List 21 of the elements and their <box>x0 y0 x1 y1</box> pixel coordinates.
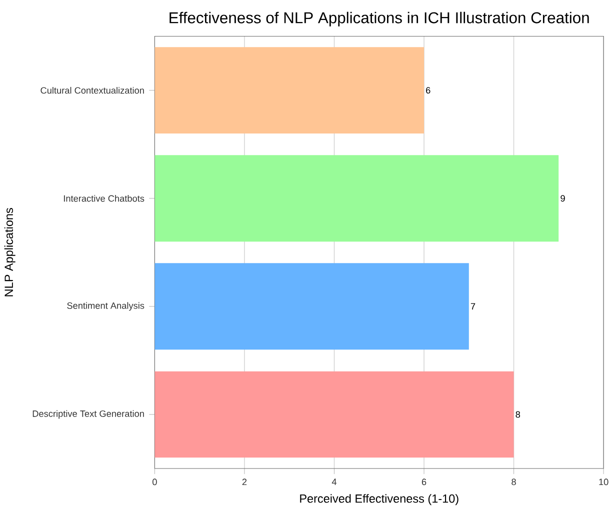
y-tick-label: Cultural Contextualization <box>40 87 144 94</box>
x-tick-label: 0 <box>152 478 157 486</box>
data-label: 9 <box>560 195 565 202</box>
data-label: 7 <box>470 303 476 310</box>
data-label: 8 <box>516 411 520 418</box>
x-tick-label: 4 <box>332 478 337 486</box>
bar <box>154 263 469 350</box>
x-tick-label: 10 <box>599 478 608 486</box>
chart-title: Effectiveness of NLP Applications in ICH Illustration Creation <box>170 12 589 27</box>
y-axis-title: NLP Applications <box>4 208 16 296</box>
y-tick-label: Interactive Chatbots <box>64 195 144 202</box>
x-tick-label: 2 <box>242 478 247 486</box>
bar <box>154 371 514 458</box>
x-tick-label: 6 <box>422 478 426 486</box>
x-axis-title: Perceived Effectiveness (1-10) <box>300 494 458 506</box>
bar <box>154 155 559 242</box>
data-label: 6 <box>426 87 430 94</box>
y-tick-label: Descriptive Text Generation <box>32 410 144 419</box>
y-tick-label: Sentiment Analysis <box>67 302 144 311</box>
x-tick-label: 8 <box>512 478 516 486</box>
bar <box>154 47 424 134</box>
